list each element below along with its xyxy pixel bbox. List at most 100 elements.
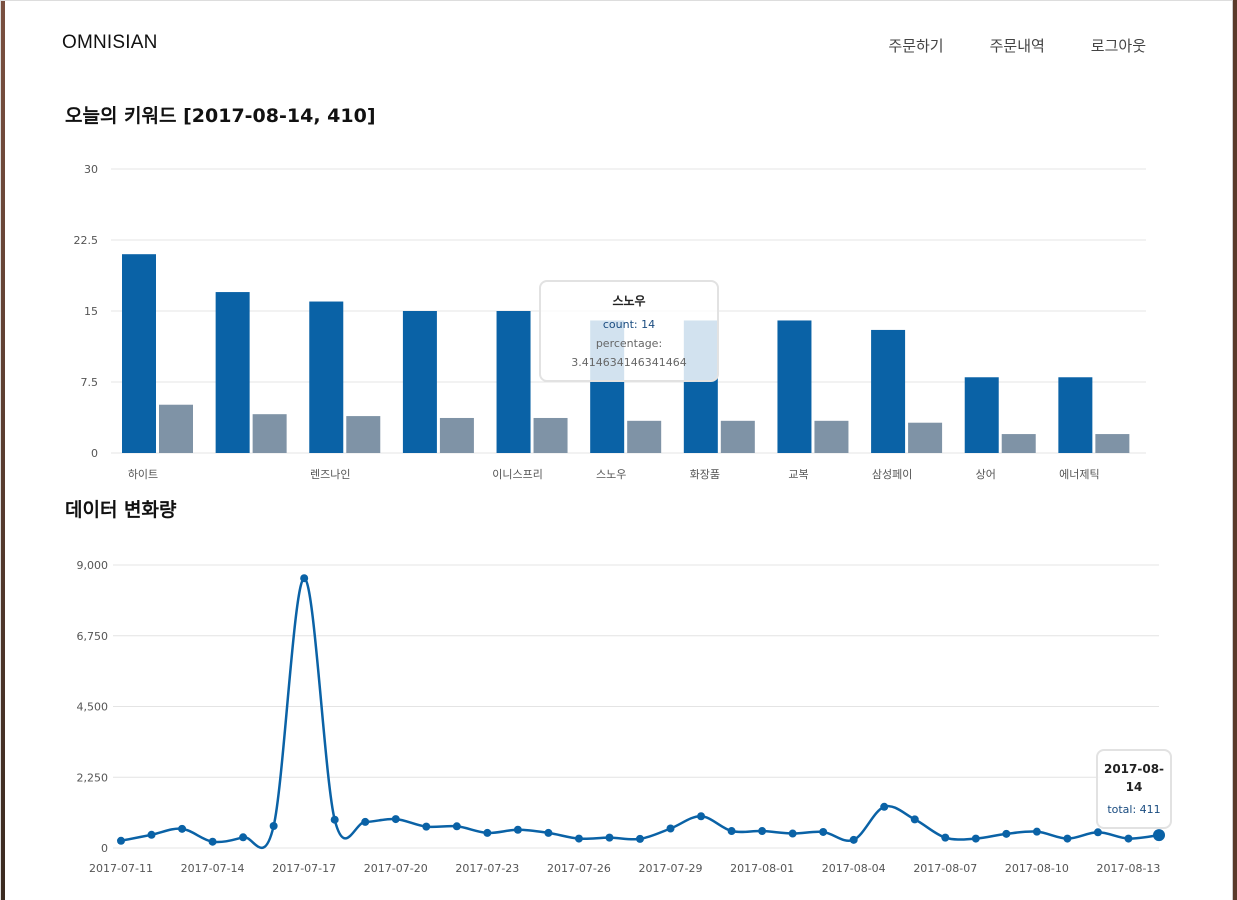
volume-point [330,815,339,824]
volume-point [1002,829,1011,838]
keyword-count-bar [496,311,531,453]
bar-x-tick: 교복 [788,468,808,481]
volume-point [239,833,248,842]
volume-point [117,836,125,845]
brand-logo[interactable]: OMNISIAN [62,32,158,53]
bar-x-tick: 화장품 [690,468,720,481]
volume-point [1032,827,1041,836]
keyword-count-bar [871,329,906,453]
keyword-percentage-bar [533,417,568,453]
bar-x-tick: 하이트 [128,467,158,481]
volume-point [788,829,797,838]
keyword-percentage-bar [1095,434,1130,453]
keyword-count-bar [215,292,250,453]
keyword-count-bar [1058,377,1093,453]
bar-tooltip-percentage: percentage: 3.414634146341464 [571,337,687,369]
keyword-percentage-bar [159,404,193,453]
volume-point [666,824,675,833]
volume-point [819,827,828,836]
volume-point [361,817,370,826]
bar-tooltip-title: 스노우 [612,294,646,308]
bar-y-tick: 7.5 [81,376,99,389]
keyword-count-bar [964,377,999,453]
bar-x-tick: 스노우 [596,468,626,481]
volume-point [1124,834,1133,843]
bar-y-tick: 30 [84,163,98,176]
volume-series-line [120,576,1160,850]
bar-x-tick: 이니스프리 [492,468,543,481]
volume-point [483,828,492,837]
bar-y-tick: 15 [84,305,98,318]
line-x-tick: 2017-08-04 [822,862,886,875]
volume-point [910,815,919,824]
keyword-percentage-bar [720,420,755,453]
keyword-percentage-bar [627,420,662,453]
line-tooltip-title: 2017-08-14 [1103,762,1165,794]
volume-point [727,827,736,836]
keyword-percentage-bar [814,420,849,453]
keyword-count-bar [309,301,344,453]
line-x-tick: 2017-07-23 [455,862,519,875]
volume-point [880,802,889,811]
keyword-percentage-bar [439,417,474,453]
bar-x-tick: 에너제틱 [1059,468,1099,481]
volume-point [758,827,767,836]
keyword-percentage-bar [252,414,287,453]
line-x-tick: 2017-08-07 [913,862,977,875]
volume-point [391,815,400,824]
keyword-count-bar [777,320,812,453]
line-x-tick: 2017-07-20 [364,862,428,875]
keyword-percentage-bar [908,422,943,453]
volume-point [208,837,217,846]
keyword-percentage-bar [1001,434,1036,453]
keyword-percentage-bar [346,416,381,453]
volume-point [1063,834,1072,843]
volume-point [544,828,553,837]
bar-x-tick: 렌즈나인 [310,468,350,481]
volume-point [636,834,644,843]
line-x-tick: 2017-07-14 [181,862,245,875]
line-x-tick: 2017-07-29 [639,862,703,875]
volume-point [849,835,858,844]
line-x-tick: 2017-08-13 [1097,862,1161,875]
volume-point [574,834,583,843]
keyword-count-bar [122,254,156,453]
line-x-tick: 2017-07-17 [272,862,336,875]
nav-order[interactable]: 주문하기 [888,37,944,55]
volume-point [605,833,614,842]
volume-point [452,822,461,831]
volume-point [941,833,950,842]
volume-point [1153,829,1165,842]
volume-point [269,821,278,830]
line-x-tick: 2017-08-10 [1005,862,1069,875]
line-y-tick: 9,000 [77,559,109,572]
keywords-title: 오늘의 키워드 [2017-08-14, 410] [65,105,376,127]
volume-point [300,574,309,583]
line-x-tick: 2017-08-01 [730,862,794,875]
volume-point [697,812,706,821]
line-tooltip: 2017-08-14 total: 411 [1096,749,1172,829]
volume-point [971,834,980,843]
volume-point [422,822,431,831]
bar-y-tick: 22.5 [74,234,99,247]
line-y-tick: 0 [101,842,108,855]
line-y-tick: 6,750 [77,630,109,643]
line-tooltip-total: total: 411 [1107,803,1161,816]
keyword-count-bar [402,311,437,453]
bar-y-tick: 0 [91,447,98,460]
volume-point [513,825,522,834]
bar-tooltip: 스노우 count: 14 percentage: 3.414634146341… [539,280,719,382]
volume-point [178,824,187,833]
line-y-tick: 2,250 [77,771,109,784]
top-nav: 주문하기 주문내역 로그아웃 [888,35,1146,56]
line-y-tick: 4,500 [77,701,109,714]
window-edge [1,1,5,900]
volume-point [1093,828,1102,837]
line-x-tick: 2017-07-26 [547,862,611,875]
nav-logout[interactable]: 로그아웃 [1090,37,1146,55]
bar-x-tick: 상어 [976,468,996,481]
nav-order-history[interactable]: 주문내역 [989,37,1045,55]
